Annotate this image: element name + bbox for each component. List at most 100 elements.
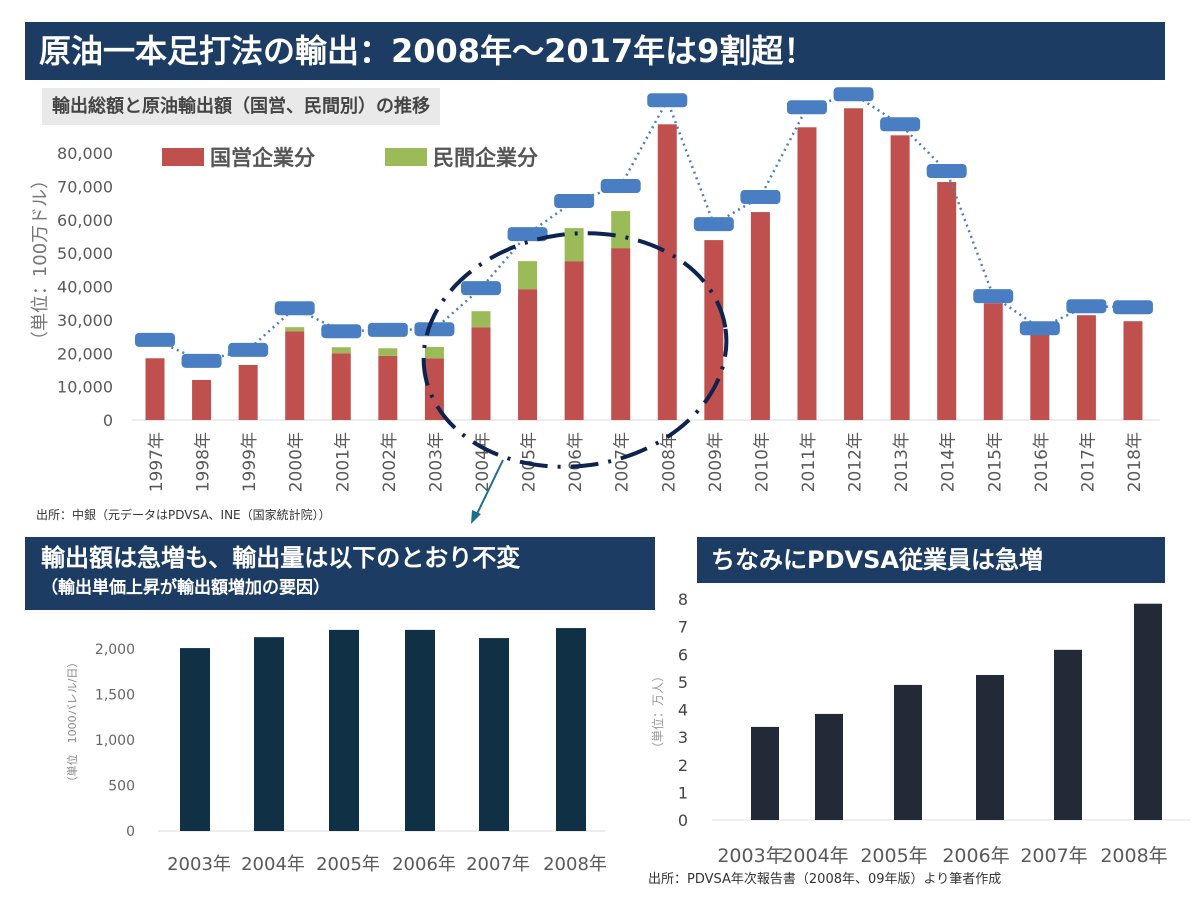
bar-private xyxy=(471,311,491,328)
bar-private xyxy=(285,327,305,332)
bar-state xyxy=(238,364,258,420)
x-tick-label: 2006年 xyxy=(942,845,1009,867)
main-chart: （単位：100万ドル） 国営企業分 民間企業分 0 10,000 20,000 30,… xyxy=(30,87,1160,524)
total-exports-line xyxy=(154,92,1133,363)
x-tick-label: 2003年 xyxy=(426,432,446,492)
x-tick-label: 2011年 xyxy=(799,432,819,492)
bar-state xyxy=(797,127,817,421)
bar-private xyxy=(378,348,398,356)
pointer-arrow-line xyxy=(474,459,504,519)
x-tick-label: 1999年 xyxy=(240,432,260,492)
left-section-title: 輸出額は急増も、輸出量は以下のとおり不変 xyxy=(41,544,521,572)
total-exports-marker xyxy=(460,281,501,296)
x-tick-label: 1998年 xyxy=(194,432,214,492)
x-tick-label: 2004年 xyxy=(241,854,305,875)
bar-state xyxy=(1030,333,1050,420)
total-exports-marker xyxy=(321,324,362,339)
y-tick-label: 4 xyxy=(678,701,688,720)
total-exports-marker xyxy=(274,301,315,316)
y-tick-label: 2,000 xyxy=(95,642,135,658)
x-tick-label: 2013年 xyxy=(892,432,912,492)
y-tick-label: 6 xyxy=(678,645,688,664)
legend-swatch-state xyxy=(162,148,204,166)
bar xyxy=(405,629,435,831)
bar xyxy=(479,638,509,831)
page-title: 原油一本足打法の輸出：2008年〜2017年は9割超！ xyxy=(25,22,1165,80)
bar xyxy=(180,648,210,831)
y-tick-label: 7 xyxy=(678,618,688,637)
total-exports-marker xyxy=(926,164,967,179)
y-tick-label: 30,000 xyxy=(57,311,113,330)
x-tick-label: 2016年 xyxy=(1032,432,1052,492)
highlight-ellipse xyxy=(421,231,729,469)
y-tick-label: 50,000 xyxy=(57,244,113,263)
total-exports-marker xyxy=(1066,299,1107,314)
x-tick-label: 2005年 xyxy=(316,854,380,875)
y-tick-label: 5 xyxy=(678,673,688,692)
total-exports-marker xyxy=(973,289,1014,304)
x-tick-label: 2007年 xyxy=(466,854,530,875)
x-tick-label: 2001年 xyxy=(333,432,353,492)
bar xyxy=(254,637,284,831)
total-exports-marker xyxy=(181,353,222,368)
y-tick-label: 3 xyxy=(678,728,688,747)
y-tick-label: 60,000 xyxy=(57,211,113,230)
x-tick-label: 2009年 xyxy=(706,432,726,492)
left-section-subtitle: （輸出単価上昇が輸出額増加の要因） xyxy=(41,578,330,598)
bar-state xyxy=(1076,315,1096,420)
y-tick-label: 2 xyxy=(678,756,688,775)
bar-state xyxy=(564,261,584,420)
x-tick-label: 2008年 xyxy=(1100,845,1167,867)
bar-state xyxy=(518,289,538,420)
y-tick-label: 70,000 xyxy=(57,177,113,196)
right-source-note: 出所：PDVSA年次報告書（2008年、09年版）より筆者作成 xyxy=(648,871,1001,887)
x-tick-label: 2003年 xyxy=(717,845,784,867)
x-tick-label: 2003年 xyxy=(167,854,231,875)
legend-label-private: 民間企業分 xyxy=(433,146,538,170)
y-tick-label: 8 xyxy=(678,590,688,609)
x-tick-label: 2014年 xyxy=(939,432,959,492)
bar-private xyxy=(424,346,444,359)
bar-state xyxy=(471,327,491,420)
bar-state xyxy=(192,379,212,420)
export-volume-chart: （単位 1000バレル/日） 05001,0001,5002,0002,5002… xyxy=(65,597,607,876)
x-tick-label: 2000年 xyxy=(287,432,307,492)
bar xyxy=(976,674,1004,820)
x-tick-label: 2008年 xyxy=(543,854,607,875)
x-tick-label: 2006年 xyxy=(566,432,586,492)
bar xyxy=(751,726,779,820)
left-section-banner: 輸出額は急増も、輸出量は以下のとおり不変 （輸出単価上昇が輸出額増加の要因） xyxy=(25,537,655,610)
total-exports-marker xyxy=(414,322,455,337)
bar-state xyxy=(657,124,677,421)
bar-state xyxy=(331,353,351,420)
total-exports-marker xyxy=(367,322,408,337)
main-legend: 国営企業分 民間企業分 xyxy=(162,146,538,170)
total-exports-marker xyxy=(786,100,827,115)
bar-private xyxy=(611,211,631,249)
bar xyxy=(556,628,586,831)
left-y-axis-label: （単位 1000バレル/日） xyxy=(65,657,79,788)
bar xyxy=(329,629,359,831)
y-tick-label: 20,000 xyxy=(57,344,113,363)
x-tick-label: 2017年 xyxy=(1078,432,1098,492)
bar-state xyxy=(890,135,910,420)
x-tick-label: 2015年 xyxy=(985,432,1005,492)
total-exports-marker xyxy=(833,87,874,102)
y-tick-label: 40,000 xyxy=(57,278,113,297)
bar xyxy=(894,684,922,820)
y-tick-label: 500 xyxy=(108,779,135,795)
total-exports-marker xyxy=(135,332,175,347)
bar-state xyxy=(704,240,724,420)
right-section-title: ちなみにPDVSA従業員は急増 xyxy=(697,537,1165,583)
x-tick-label: 1997年 xyxy=(147,432,167,492)
total-exports-marker xyxy=(693,217,734,232)
total-exports-marker xyxy=(1019,321,1060,336)
total-exports-marker xyxy=(647,93,688,108)
x-tick-label: 2008年 xyxy=(659,432,679,492)
bar-state xyxy=(937,182,957,420)
bar-state xyxy=(983,303,1003,420)
y-tick-label: 10,000 xyxy=(57,378,113,397)
y-tick-label: 0 xyxy=(126,824,135,840)
